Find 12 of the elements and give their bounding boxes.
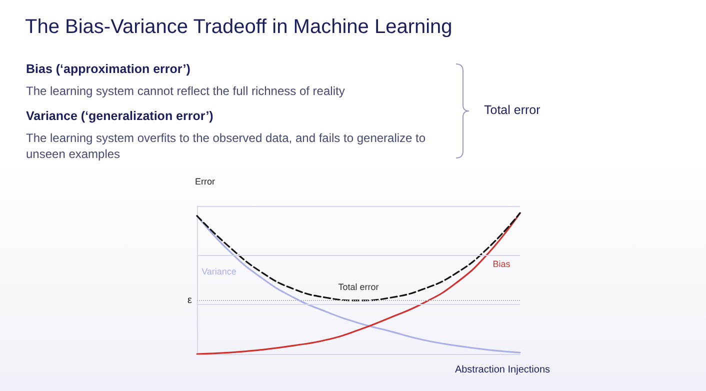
- text: The learning system overfits to the observed data, and fails to generalize to unseen examples: [26, 130, 427, 162]
- text: Total error: [484, 103, 540, 117]
- series-label: Bias: [492, 258, 511, 269]
- series-label: Total error: [338, 282, 379, 292]
- x-axis-title: Abstraction Injections: [454, 364, 550, 376]
- text: The learning system cannot reflect the full richness of reality: [26, 84, 345, 98]
- y-axis-title: Error: [195, 176, 215, 186]
- ref-line-label: ε: [188, 294, 193, 306]
- text: Bias (‘approximation error’): [26, 62, 190, 76]
- text: Variance (‘generalization error’): [26, 109, 214, 123]
- series-label: Variance: [202, 266, 236, 276]
- chart-title: The Bias-Variance Tradeoff in Machine Learning: [25, 16, 452, 39]
